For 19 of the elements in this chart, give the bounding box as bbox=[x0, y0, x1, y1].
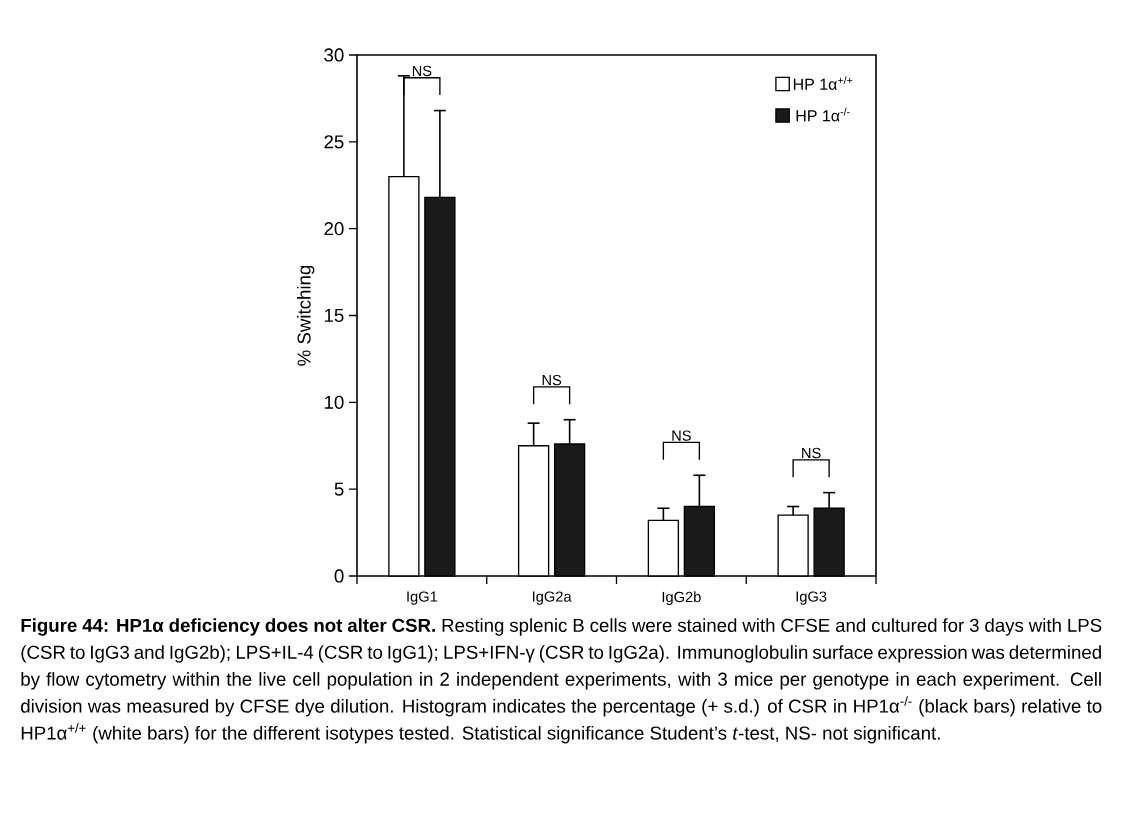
y-tick-label: 30 bbox=[324, 48, 344, 62]
annotation: NS bbox=[542, 374, 562, 386]
y-tick-label: 0 bbox=[334, 569, 344, 583]
x-tick-label: IgG1 bbox=[407, 591, 438, 605]
x-tick-label: IgG2a bbox=[533, 591, 572, 605]
y-tick-label: 15 bbox=[324, 308, 344, 323]
annotation: NS bbox=[412, 65, 432, 77]
legend-label: HP 1α$^{-/-}$ bbox=[796, 107, 850, 122]
y-tick-label: 20 bbox=[324, 222, 344, 236]
x-tick-label: IgG3 bbox=[796, 591, 827, 605]
legend-label: HP 1α$^{+/+}$ bbox=[793, 76, 853, 90]
y-tick-label: 10 bbox=[324, 395, 344, 409]
y-tick-label: 5 bbox=[334, 482, 344, 496]
x-tick-label: IgG2b bbox=[662, 591, 701, 606]
y-tick-label: 25 bbox=[324, 135, 344, 149]
annotation: NS bbox=[802, 447, 821, 459]
text: Figure 44: HP1α deficiency does not alter CSR. Resting splenic B cells were stained with CFSE and cultured for 3 days with LPS (CSR to IgG3 and IgG2b); LPS+IL-4 (CSR to IgG1); LPS+IFN-γ (CSR to IgG2a). Immunoglobulin surface expression was determined by flow cytometry within the live cell population in 2 independent experiments, with 3 mice per genotype in each experiment. Cell division was measured by CFSE dye dilution. Histogram indicates the percentage (+ s.d.) of CSR in HP1α$^{-/-}$ (black bars) relative to HP1α$^{+/+}$ (white bars) for the different isotypes tested. Statistical significance Student’s t-test, NS- not significant. bbox=[21, 618, 1102, 744]
annotation: NS bbox=[672, 430, 691, 441]
y-axis-title: % Switching bbox=[296, 265, 315, 366]
